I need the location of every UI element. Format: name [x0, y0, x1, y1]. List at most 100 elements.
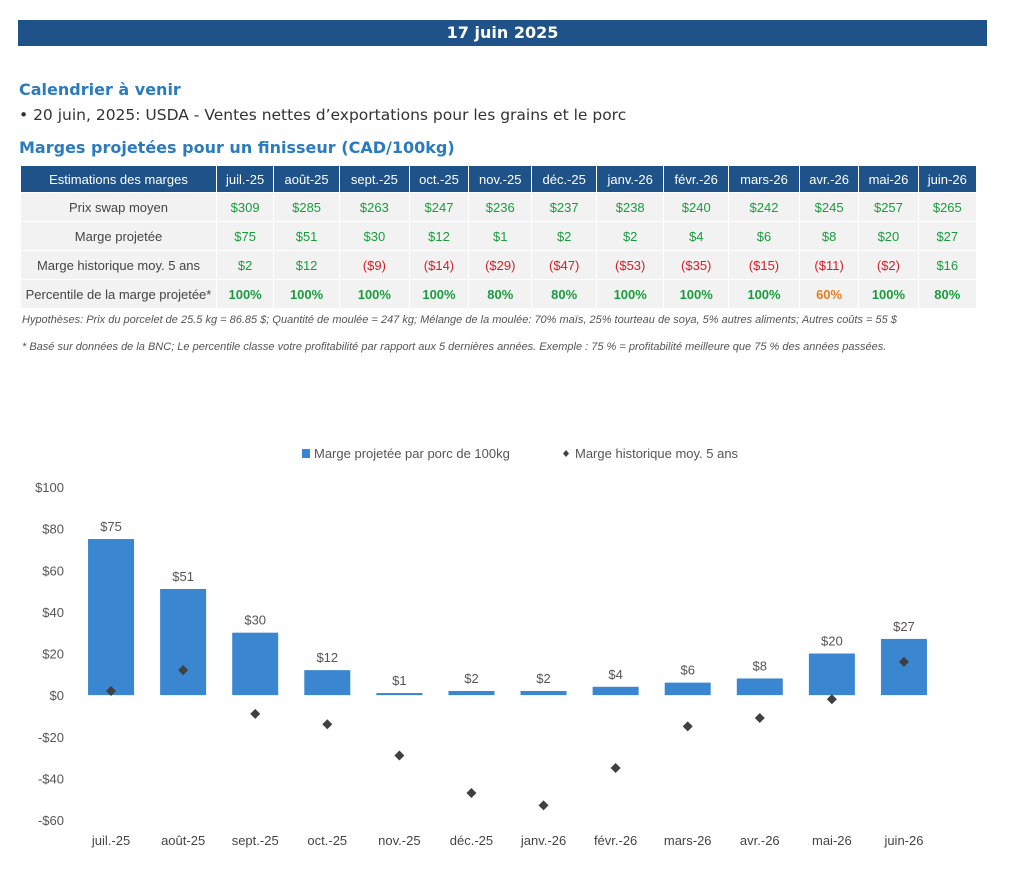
bar-data-label: $6: [680, 663, 694, 678]
table-cell: 100%: [273, 279, 340, 308]
month-header: janv.-26: [596, 166, 665, 193]
table-cell: 80%: [468, 279, 533, 308]
bar-data-label: $30: [244, 613, 266, 628]
table-cell: $8: [799, 221, 860, 251]
table-cell: 80%: [918, 279, 978, 308]
table-cell: 100%: [596, 279, 665, 308]
y-tick-label: $80: [42, 522, 64, 537]
y-tick-label: $100: [35, 480, 64, 495]
table-cell: $263: [339, 192, 410, 222]
x-tick-label: mars-26: [664, 833, 712, 848]
y-tick-label: $0: [50, 688, 64, 703]
table-cell: 100%: [858, 279, 919, 308]
table-cell: 100%: [339, 279, 410, 308]
table-cell: $242: [728, 192, 800, 222]
y-tick-label: $40: [42, 605, 64, 620]
table-cell: ($53): [596, 250, 665, 280]
table-cell: $2: [531, 221, 597, 251]
table-cell: $265: [918, 192, 978, 222]
bar-data-label: $12: [316, 650, 338, 665]
table-cell: $2: [216, 250, 275, 280]
bar-data-label: $2: [536, 671, 550, 686]
percentile-footnote: * Basé sur données de la BNC; Le percent…: [22, 341, 887, 353]
table-body: Prix swap moyen $309 $285 $263 $247 $236 $237 $…: [21, 192, 978, 308]
historical-marker: [538, 800, 549, 811]
y-tick-label: $20: [42, 647, 64, 662]
historical-marker: [466, 787, 477, 798]
table-cell: $285: [273, 192, 340, 222]
x-tick-label: nov.-25: [378, 833, 420, 848]
table-cell: $75: [216, 221, 275, 251]
historical-marker: [610, 762, 621, 773]
month-header: nov.-25: [468, 166, 533, 193]
month-header: mai-26: [858, 166, 919, 193]
table-cell: ($35): [663, 250, 730, 280]
month-header: sept.-25: [339, 166, 410, 193]
bar: [376, 693, 423, 696]
table-cell: $4: [663, 221, 730, 251]
table-cell: ($29): [468, 250, 533, 280]
bar: [448, 690, 495, 696]
bar-data-label: $2: [464, 671, 478, 686]
table-cell: ($11): [799, 250, 860, 280]
table-row: Percentile de la marge projetée* 100% 100%…: [21, 279, 978, 308]
bar-data-label: $8: [753, 658, 767, 673]
table-cell: 100%: [663, 279, 730, 308]
table-cell: $16: [918, 250, 978, 280]
bar: [664, 682, 711, 696]
x-tick-label: avr.-26: [740, 833, 780, 848]
historical-marker: [106, 685, 117, 696]
table-cell: ($9): [339, 250, 410, 280]
table-header-row: Estimations des marges juil.-25 août-25 …: [21, 166, 978, 193]
table-cell: $247: [409, 192, 470, 222]
table-cell: $257: [858, 192, 919, 222]
bar-data-label: $27: [893, 619, 915, 634]
bar: [232, 632, 279, 696]
table-cell: 100%: [216, 279, 275, 308]
bar: [592, 686, 639, 696]
table-cell: 60%: [799, 279, 860, 308]
margins-table: Estimations des marges juil.-25 août-25 …: [21, 166, 978, 308]
legend-bar-swatch: [302, 449, 310, 458]
x-tick-label: juil.-25: [91, 833, 130, 848]
bar: [736, 678, 783, 696]
table-corner-header: Estimations des marges: [21, 166, 217, 193]
month-header: févr.-26: [663, 166, 730, 193]
table-cell: $309: [216, 192, 275, 222]
table-cell: $12: [273, 250, 340, 280]
bar-data-label: $51: [172, 569, 194, 584]
row-label: Marge historique moy. 5 ans: [21, 250, 217, 280]
x-tick-label: févr.-26: [594, 833, 637, 848]
month-header: juil.-25: [216, 166, 275, 193]
table-cell: $30: [339, 221, 410, 251]
table-cell: $236: [468, 192, 533, 222]
table-row: Marge historique moy. 5 ans $2 $12 ($9) ($14…: [21, 250, 978, 280]
historical-marker: [754, 713, 765, 724]
table-cell: $245: [799, 192, 860, 222]
x-tick-label: août-25: [161, 833, 205, 848]
table-cell: $1: [468, 221, 533, 251]
historical-marker: [682, 721, 693, 732]
bar-data-label: $75: [100, 519, 122, 534]
date-header-bar: 17 juin 2025: [18, 20, 987, 46]
month-header: mars-26: [728, 166, 800, 193]
bar: [520, 690, 567, 696]
table-cell: $240: [663, 192, 730, 222]
legend-bar-label: Marge projetée par porc de 100kg: [314, 446, 510, 461]
row-label: Marge projetée: [21, 221, 217, 251]
legend-marker-swatch: [563, 450, 569, 457]
historical-marker: [322, 719, 333, 730]
bar-data-label: $20: [821, 634, 843, 649]
historical-marker: [394, 750, 405, 761]
row-label: Percentile de la marge projetée*: [21, 279, 217, 308]
table-cell: 100%: [728, 279, 800, 308]
margins-title: Marges projetées pour un finisseur (CAD/…: [19, 138, 455, 157]
table-row: Prix swap moyen $309 $285 $263 $247 $236 $237 $…: [21, 192, 978, 222]
x-tick-label: janv.-26: [520, 833, 566, 848]
table-cell: ($47): [531, 250, 597, 280]
y-tick-label: -$20: [38, 730, 64, 745]
table-cell: ($2): [858, 250, 919, 280]
calendar-title: Calendrier à venir: [19, 80, 181, 99]
month-header: août-25: [273, 166, 340, 193]
bar: [304, 670, 351, 696]
